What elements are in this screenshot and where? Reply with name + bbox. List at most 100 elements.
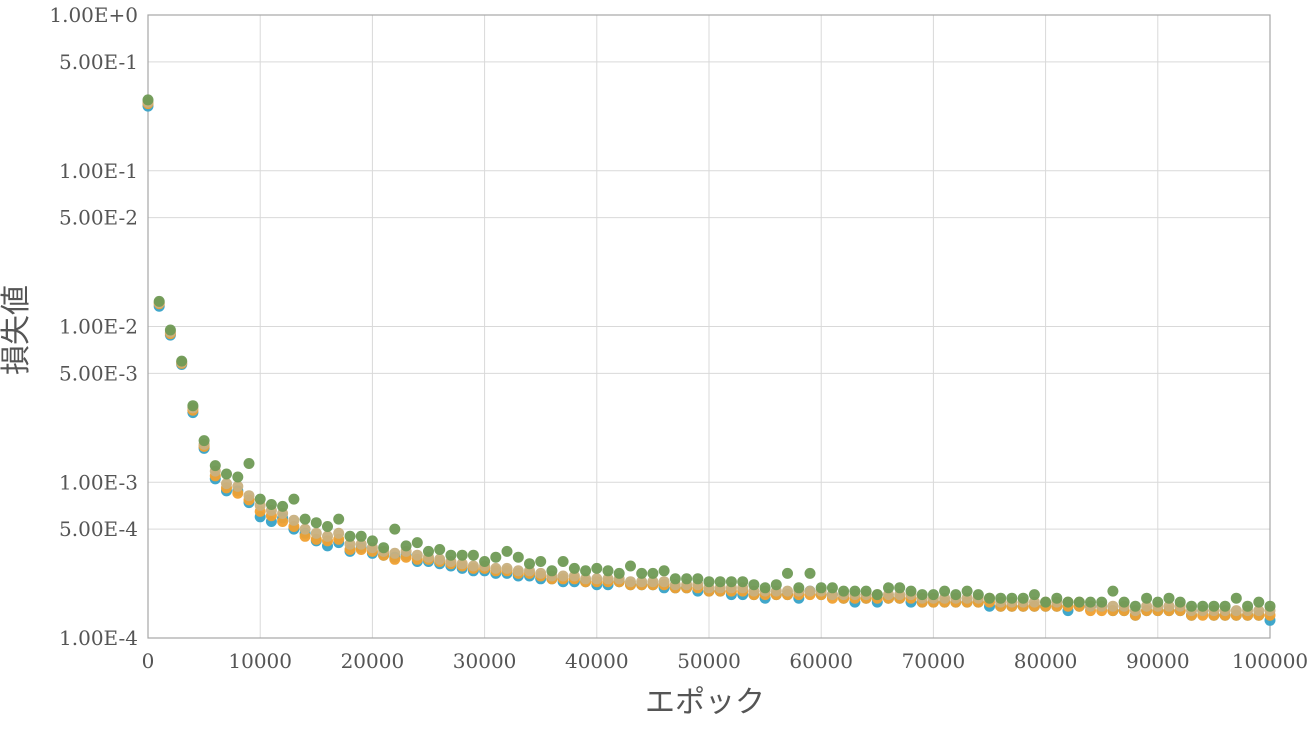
data-point xyxy=(647,567,659,579)
data-point xyxy=(1107,600,1119,612)
data-point xyxy=(299,513,311,525)
data-point xyxy=(243,490,255,502)
data-point xyxy=(961,585,973,597)
data-point xyxy=(524,558,535,570)
data-point xyxy=(1253,596,1265,608)
data-point xyxy=(894,582,906,594)
data-point xyxy=(1085,596,1096,608)
data-point xyxy=(1141,592,1153,604)
data-point xyxy=(456,549,468,561)
x-tick-label: 0 xyxy=(142,649,155,673)
data-point xyxy=(927,589,939,601)
data-point xyxy=(434,544,446,555)
data-point xyxy=(310,517,322,529)
data-point xyxy=(815,582,827,594)
data-point xyxy=(636,576,648,588)
data-point xyxy=(153,295,165,307)
data-point xyxy=(838,585,850,597)
data-point xyxy=(1208,600,1220,612)
tick-labels: 0 10000 20000 30000 40000 50000 60000 70000 8000… xyxy=(49,3,1308,673)
x-tick-label: 40000 xyxy=(565,649,629,673)
data-point xyxy=(1186,600,1197,612)
data-point xyxy=(681,573,693,585)
data-point xyxy=(860,585,872,597)
data-point xyxy=(692,573,704,585)
data-point xyxy=(467,560,479,572)
x-tick-label: 10000 xyxy=(228,649,292,673)
data-point xyxy=(490,551,502,563)
data-point xyxy=(299,523,311,535)
data-point xyxy=(591,562,603,574)
data-point xyxy=(1006,592,1018,604)
x-tick-label: 80000 xyxy=(1014,649,1078,673)
data-point xyxy=(714,576,726,588)
data-point xyxy=(221,468,232,480)
data-point xyxy=(905,585,917,597)
data-point xyxy=(411,537,423,549)
x-tick-label: 50000 xyxy=(677,649,741,673)
data-point xyxy=(355,538,367,550)
data-point xyxy=(1197,600,1209,612)
data-point xyxy=(310,527,322,539)
data-point xyxy=(849,585,861,597)
data-point xyxy=(142,94,154,106)
data-point xyxy=(366,535,378,547)
data-point xyxy=(164,324,176,336)
data-point xyxy=(658,576,670,588)
data-point xyxy=(1219,600,1231,612)
data-point xyxy=(939,585,951,597)
data-point xyxy=(580,573,592,585)
data-point xyxy=(378,542,390,554)
data-point xyxy=(423,545,434,557)
x-axis-title: エポック xyxy=(645,685,765,720)
data-point xyxy=(1163,592,1175,604)
data-point xyxy=(535,567,547,579)
data-point xyxy=(748,579,760,591)
data-point xyxy=(613,567,625,579)
data-point xyxy=(647,576,659,588)
data-point xyxy=(333,527,345,539)
y-tick-label: 5.00E-4 xyxy=(59,517,138,541)
x-tick-label: 70000 xyxy=(902,649,966,673)
data-point xyxy=(546,565,558,577)
data-point xyxy=(254,493,266,505)
data-point xyxy=(176,355,188,367)
data-point xyxy=(883,582,894,594)
data-point xyxy=(221,478,232,490)
data-point xyxy=(1230,592,1242,604)
x-tick-label: 100000 xyxy=(1232,649,1308,673)
data-point xyxy=(456,558,468,570)
data-point xyxy=(467,549,479,561)
data-point xyxy=(984,592,995,604)
data-point xyxy=(826,582,838,594)
data-point xyxy=(434,553,446,565)
data-point xyxy=(995,592,1007,604)
data-point xyxy=(322,530,333,542)
data-point xyxy=(703,576,715,588)
data-point xyxy=(793,582,805,594)
data-point xyxy=(400,540,412,552)
data-point xyxy=(1163,600,1175,612)
data-point xyxy=(512,565,524,577)
data-point xyxy=(1174,596,1186,608)
data-point xyxy=(1051,592,1063,604)
series-4 xyxy=(142,94,1276,612)
data-point xyxy=(288,514,300,526)
data-point xyxy=(568,562,580,574)
data-point xyxy=(344,538,356,550)
data-point xyxy=(625,576,636,588)
y-tick-label: 1.00E+0 xyxy=(49,3,138,27)
data-point xyxy=(1242,600,1254,612)
data-point xyxy=(209,460,221,472)
data-point xyxy=(535,556,547,567)
data-point xyxy=(232,480,244,492)
data-point xyxy=(1152,596,1164,608)
data-point xyxy=(1129,600,1141,612)
data-point xyxy=(277,516,289,527)
data-point xyxy=(1096,596,1108,608)
data-point xyxy=(568,570,580,582)
data-point xyxy=(1040,596,1052,608)
data-point xyxy=(669,573,681,585)
data-point xyxy=(389,523,401,535)
